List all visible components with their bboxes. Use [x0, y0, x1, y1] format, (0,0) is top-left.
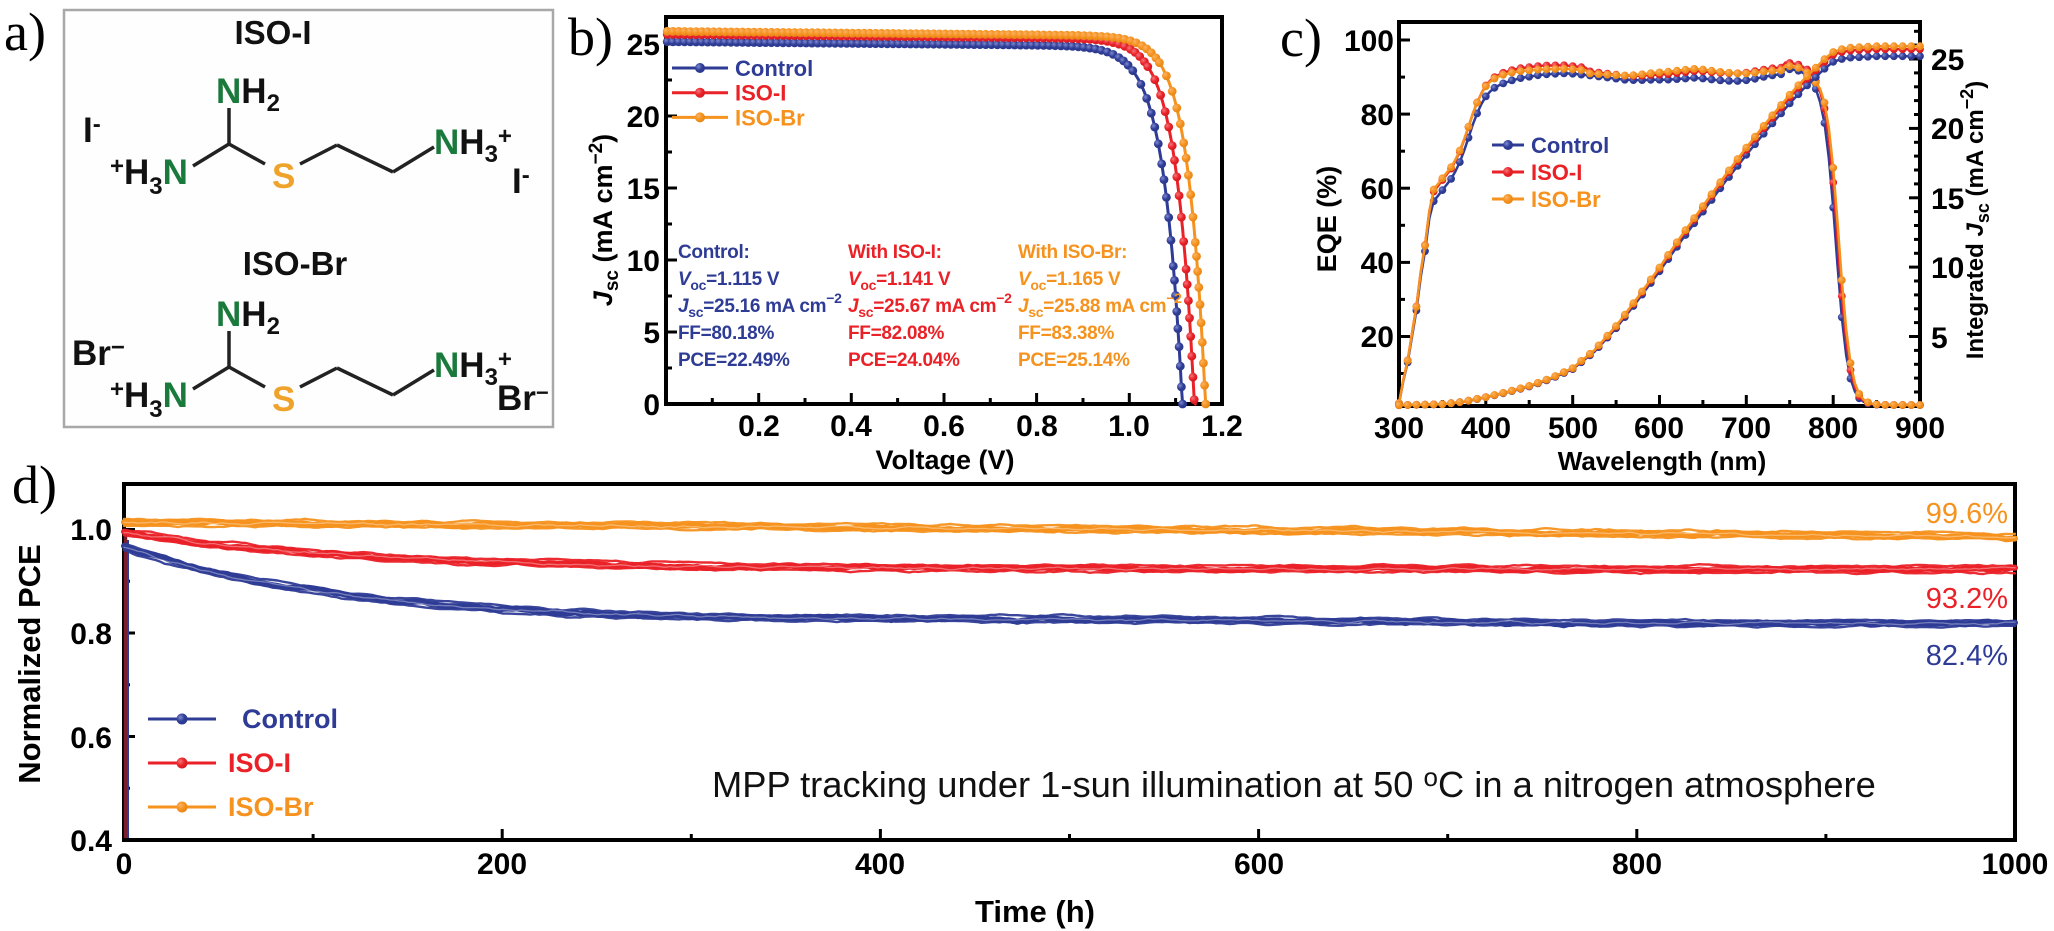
svg-text:0.6: 0.6 [923, 410, 965, 443]
svg-text:PCE=22.49%: PCE=22.49% [678, 350, 790, 371]
svg-text:25: 25 [1931, 44, 1964, 77]
svg-text:Control: Control [242, 704, 338, 734]
svg-text:a): a) [4, 2, 46, 62]
svg-text:d): d) [12, 455, 57, 515]
svg-text:0.6: 0.6 [70, 722, 112, 755]
svg-text:Voc=1.115 V: Voc=1.115 V [678, 269, 780, 293]
svg-text:0.4: 0.4 [70, 825, 112, 858]
svg-text:With ISO-Br:: With ISO-Br: [1018, 242, 1127, 263]
svg-text:+H3N: +H3N [110, 153, 188, 200]
svg-text:Integrated Jsc (mA cm−2): Integrated Jsc (mA cm−2) [1957, 81, 1993, 359]
svg-text:500: 500 [1548, 412, 1598, 445]
svg-text:S: S [272, 157, 295, 196]
svg-text:MPP tracking under 1-sun illum: MPP tracking under 1-sun illumination at… [712, 762, 1876, 805]
svg-text:Jsc=25.67 mA cm−2: Jsc=25.67 mA cm−2 [848, 290, 1012, 320]
svg-text:25: 25 [627, 29, 660, 62]
svg-text:NH3+: NH3+ [434, 346, 512, 391]
svg-text:10: 10 [1931, 252, 1964, 285]
svg-text:900: 900 [1895, 412, 1945, 445]
svg-text:1000: 1000 [1982, 848, 2049, 881]
svg-text:Jsc (mA cm−2): Jsc (mA cm−2) [586, 134, 623, 306]
svg-text:Control: Control [735, 56, 813, 81]
svg-text:60: 60 [1361, 173, 1394, 206]
svg-text:800: 800 [1612, 848, 1662, 881]
svg-text:1.2: 1.2 [1201, 410, 1243, 443]
svg-text:NH2: NH2 [216, 72, 280, 117]
svg-text:0.4: 0.4 [830, 410, 872, 443]
svg-text:600: 600 [1234, 848, 1284, 881]
svg-text:0: 0 [643, 389, 660, 422]
svg-text:ISO-Br: ISO-Br [228, 792, 314, 822]
svg-text:Jsc=25.16 mA cm−2: Jsc=25.16 mA cm−2 [678, 290, 842, 320]
svg-text:99.6%: 99.6% [1926, 498, 2008, 530]
svg-text:b): b) [568, 7, 613, 67]
svg-text:Normalized PCE: Normalized PCE [12, 544, 47, 783]
svg-text:Control: Control [1531, 133, 1609, 158]
svg-text:Voltage (V): Voltage (V) [875, 445, 1014, 475]
svg-text:5: 5 [643, 317, 660, 350]
svg-text:NH2: NH2 [216, 295, 280, 340]
svg-text:15: 15 [1931, 183, 1964, 216]
svg-text:100: 100 [1344, 25, 1394, 58]
svg-text:Voc=1.165 V: Voc=1.165 V [1018, 269, 1121, 293]
svg-text:With ISO-I:: With ISO-I: [848, 242, 942, 263]
svg-text:0.2: 0.2 [738, 410, 780, 443]
svg-text:0.8: 0.8 [1016, 410, 1058, 443]
svg-text:200: 200 [477, 848, 527, 881]
svg-text:PCE=24.04%: PCE=24.04% [848, 350, 960, 371]
svg-text:ISO-Br: ISO-Br [735, 105, 805, 130]
svg-text:Control:: Control: [678, 242, 749, 263]
svg-text:300: 300 [1374, 412, 1424, 445]
svg-text:80: 80 [1361, 99, 1394, 132]
svg-text:NH3+: NH3+ [434, 123, 512, 168]
svg-text:20: 20 [1361, 321, 1394, 354]
svg-text:1.0: 1.0 [70, 514, 112, 547]
svg-text:ISO-I: ISO-I [228, 748, 291, 778]
svg-text:PCE=25.14%: PCE=25.14% [1018, 350, 1130, 371]
svg-text:20: 20 [627, 101, 660, 134]
svg-text:ISO-Br: ISO-Br [243, 245, 348, 282]
svg-text:Wavelength (nm): Wavelength (nm) [1558, 446, 1766, 476]
svg-text:93.2%: 93.2% [1926, 583, 2008, 615]
svg-text:FF=80.18%: FF=80.18% [678, 323, 774, 344]
svg-text:Jsc=25.88 mA cm−2: Jsc=25.88 mA cm−2 [1018, 290, 1182, 320]
svg-text:ISO-Br: ISO-Br [1531, 187, 1601, 212]
svg-text:c): c) [1280, 8, 1322, 68]
svg-text:Time (h): Time (h) [975, 894, 1095, 929]
svg-text:400: 400 [1461, 412, 1511, 445]
svg-text:40: 40 [1361, 247, 1394, 280]
svg-text:S: S [272, 380, 295, 419]
svg-text:700: 700 [1721, 412, 1771, 445]
svg-text:0.8: 0.8 [70, 618, 112, 651]
svg-text:82.4%: 82.4% [1926, 640, 2008, 672]
svg-text:800: 800 [1808, 412, 1858, 445]
svg-text:ISO-I: ISO-I [735, 81, 786, 106]
svg-text:600: 600 [1634, 412, 1684, 445]
svg-text:EQE (%): EQE (%) [1312, 166, 1342, 273]
svg-text:+H3N: +H3N [110, 376, 188, 423]
svg-text:10: 10 [627, 245, 660, 278]
svg-text:ISO-I: ISO-I [1531, 160, 1582, 185]
svg-text:FF=82.08%: FF=82.08% [848, 323, 944, 344]
svg-text:FF=83.38%: FF=83.38% [1018, 323, 1114, 344]
svg-text:20: 20 [1931, 113, 1964, 146]
svg-text:400: 400 [855, 848, 905, 881]
svg-text:0: 0 [116, 848, 133, 881]
svg-text:15: 15 [627, 173, 660, 206]
svg-text:1.0: 1.0 [1108, 410, 1150, 443]
svg-text:Voc=1.141 V: Voc=1.141 V [848, 269, 951, 293]
svg-text:ISO-I: ISO-I [234, 14, 311, 51]
svg-text:5: 5 [1931, 322, 1948, 355]
